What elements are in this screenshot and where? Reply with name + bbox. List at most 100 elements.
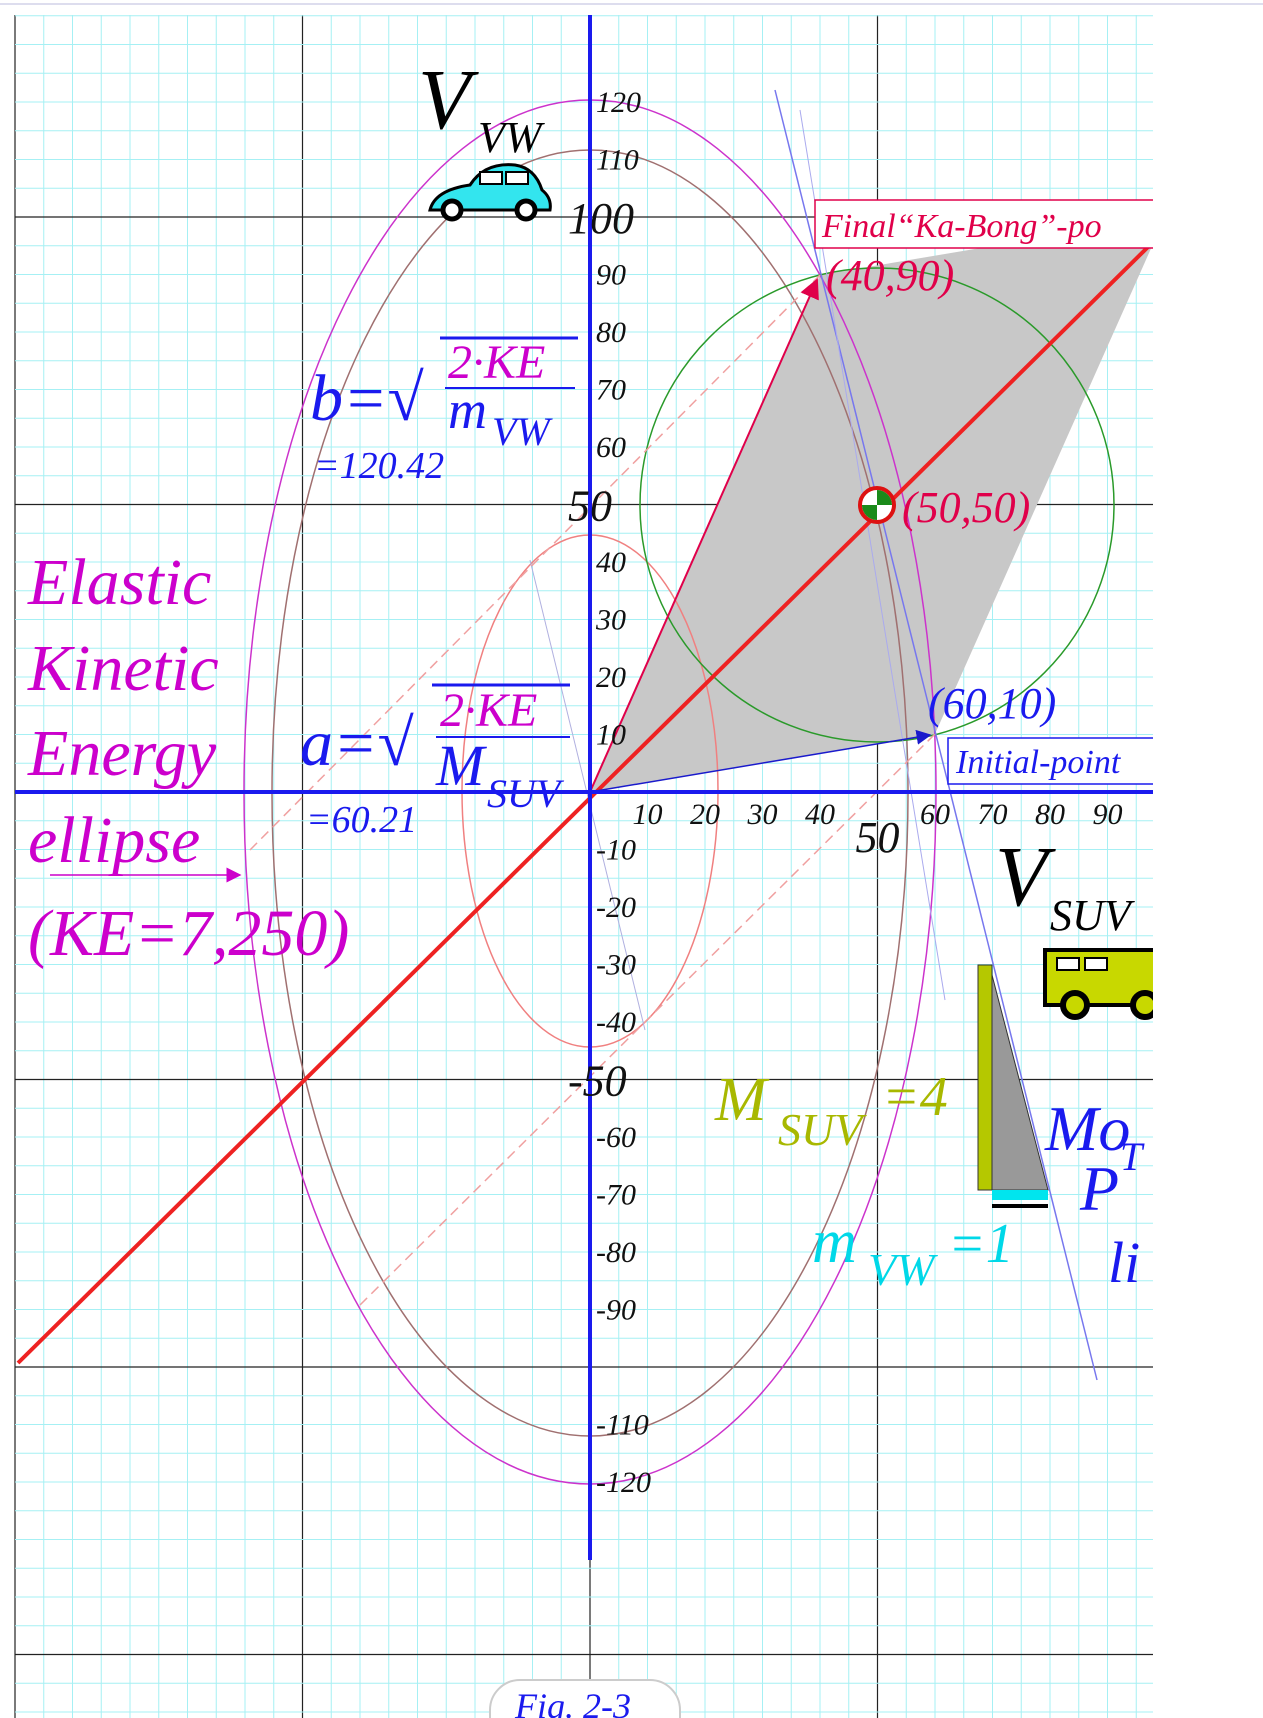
- momentum-sup: T: [1120, 1134, 1145, 1179]
- y-tick-label: 70: [596, 374, 626, 407]
- dashed-line: [359, 733, 936, 1306]
- center-quad: [877, 490, 892, 505]
- momentum-p: P: [1079, 1153, 1119, 1224]
- y-tick-label: 30: [595, 604, 626, 637]
- y-tick-label: -50: [568, 1057, 627, 1106]
- annotations: V VW V SUV b=√ 2·KE m VW =120.42 a=√ 2·K…: [27, 51, 1153, 1718]
- suv-car: [1043, 948, 1153, 1020]
- formula-b-value: =120.42: [314, 445, 444, 487]
- wheel: [1130, 990, 1153, 1020]
- car-window: [479, 171, 503, 185]
- initial-vector: [589, 729, 932, 793]
- suv-window: [1056, 957, 1080, 971]
- formula-a-sub: SUV: [487, 771, 565, 816]
- mass-vw-value: =1: [948, 1213, 1014, 1275]
- mass-suv-sub: SUV: [778, 1104, 867, 1155]
- ellipse-label: ellipse: [28, 804, 200, 877]
- y-tick-label: -90: [596, 1294, 636, 1327]
- formula-b-den: m: [448, 380, 487, 440]
- y-tick-label: 40: [596, 546, 626, 579]
- x-tick-label: 30: [747, 798, 778, 831]
- y-tick-label: -30: [596, 949, 636, 982]
- ellipse-label: (KE=7,250): [28, 897, 349, 970]
- y-tick-label: -80: [596, 1236, 636, 1269]
- y-tick-label: 80: [596, 316, 626, 349]
- y-tick-label: 10: [596, 719, 626, 752]
- x-tick-label: 90: [1093, 798, 1123, 831]
- ellipse-label: Kinetic: [27, 632, 219, 705]
- y-tick-label: -10: [596, 834, 636, 867]
- y-tick-label: 20: [596, 661, 626, 694]
- mass-vw-sub: VW: [868, 1244, 938, 1295]
- formula-b-lhs: b=√: [310, 362, 425, 435]
- y-tick-label: 50: [568, 482, 612, 531]
- dashed-line: [249, 274, 821, 851]
- formula-a-lhs: a=√: [300, 707, 415, 780]
- x-tick-label: 40: [805, 798, 835, 831]
- y-tick-label: 90: [596, 259, 626, 292]
- y-tick-label: -70: [596, 1179, 636, 1212]
- mass-bar-suv: [977, 964, 993, 1191]
- y-axis-label: V: [418, 51, 479, 147]
- tick-labels: 10 20 30 40 50 60 70 80 90 120 110 100 90 80 70 60 50 40 3…: [568, 86, 1123, 1499]
- caption: Fig. 2-3: [514, 1686, 631, 1718]
- ellipse-label: Elastic: [27, 546, 211, 619]
- aux-line: [529, 559, 646, 1031]
- y-tick-label: -120: [596, 1466, 651, 1499]
- wheel: [514, 198, 538, 222]
- x-tick-label: 60: [920, 798, 950, 831]
- formula-a-den: M: [435, 733, 487, 798]
- mass-suv-value: =4: [882, 1066, 948, 1128]
- final-box: [814, 199, 1153, 249]
- vw-car: [428, 163, 552, 222]
- caption-box: [489, 1679, 681, 1718]
- y-tick-label: -20: [596, 891, 636, 924]
- formula-a-value: =60.21: [306, 799, 417, 841]
- y-tick-label: 100: [568, 194, 634, 243]
- x-tick-label: 70: [978, 798, 1008, 831]
- ellipse-label: Energy: [27, 717, 217, 790]
- mass-bar-vw: [992, 1190, 1048, 1200]
- momentum-label: li: [1108, 1230, 1140, 1295]
- mass-vw: m: [812, 1208, 857, 1276]
- formula-a-num: 2·KE: [440, 684, 537, 737]
- momentum-line: [774, 89, 1098, 1381]
- y-tick-label: -110: [596, 1409, 649, 1442]
- initial-point-label: (60,10): [928, 679, 1056, 728]
- mass-suv: M: [714, 1066, 770, 1134]
- y-tick-label: 120: [596, 86, 641, 119]
- y-tick-label: 60: [596, 431, 626, 464]
- formula-b-sub: VW: [492, 409, 553, 454]
- x-tick-label: 80: [1035, 798, 1065, 831]
- suv-window: [1084, 957, 1108, 971]
- cm-line: [16, 243, 1152, 1365]
- x-tick-label: 50: [856, 813, 900, 862]
- aux-line: [799, 109, 946, 1001]
- drawing: [15, 15, 1153, 1560]
- y-tick-label: -40: [596, 1006, 636, 1039]
- x-tick-label: 20: [690, 798, 720, 831]
- momentum-label: Mo: [1044, 1093, 1130, 1164]
- wheel: [1060, 990, 1090, 1020]
- car-window: [505, 171, 529, 185]
- momentum-triangle: [991, 974, 1049, 1191]
- initial-box-label: Initial-point: [955, 744, 1122, 781]
- x-tick-label: 10: [633, 798, 663, 831]
- center-marker: [858, 486, 896, 524]
- initial-box: [947, 737, 1153, 785]
- center-point-label: (50,50): [902, 483, 1030, 532]
- center-quad: [862, 505, 877, 520]
- formula-b-num: 2·KE: [448, 336, 545, 389]
- y-tick-label: -60: [596, 1121, 636, 1154]
- final-vector: [589, 278, 819, 793]
- y-tick-label: 110: [596, 144, 639, 177]
- y-axis-sub: VW: [478, 113, 545, 162]
- wheel: [440, 198, 464, 222]
- final-box-label: Final“Ka-Bong”-po: [821, 208, 1102, 245]
- final-point-label: (40,90): [826, 251, 954, 300]
- x-axis-label: V: [995, 828, 1056, 924]
- green-circle: [639, 267, 1115, 743]
- x-axis-sub: SUV: [1050, 891, 1136, 940]
